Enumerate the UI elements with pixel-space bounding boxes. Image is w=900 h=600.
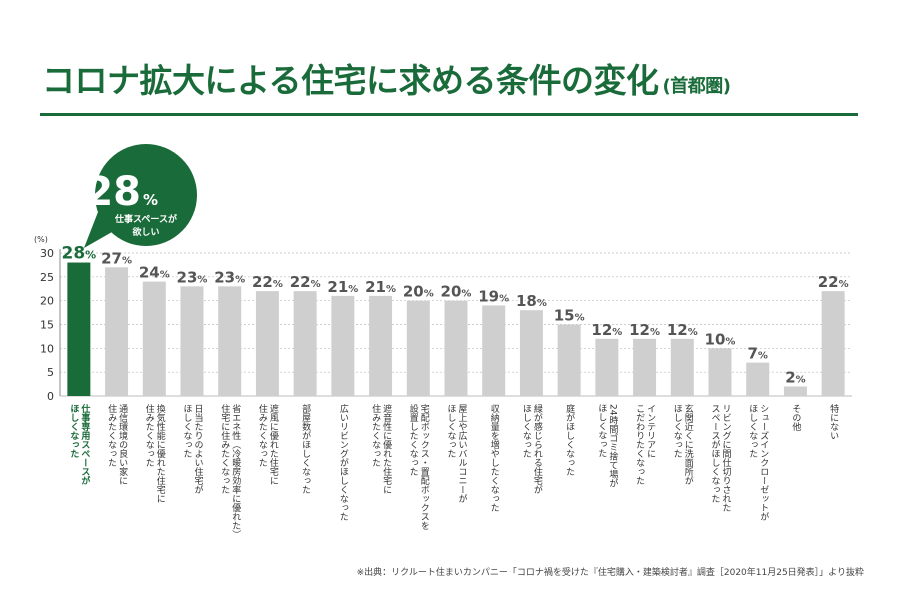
category-label: 広いリビングがほしくなった [338, 403, 349, 521]
bar [595, 338, 619, 396]
category-label: 屋上や広いバルコニーがほしくなった [446, 404, 468, 503]
bar [180, 286, 204, 396]
bar [293, 291, 317, 396]
chart-bars: 28% 27% 24% 23% 23% 22% 22% 21% 21% 20% 20% 19% 18% 1… [62, 244, 849, 396]
callout-unit: % [143, 191, 158, 209]
bar-value-label: 2% [785, 368, 805, 386]
y-tick-label: 0 [47, 390, 54, 403]
chart-subtitle: (首都圏) [662, 76, 731, 97]
category-label: インテリアにこだわりたくなった [634, 404, 656, 485]
bar-value-label: 19% [478, 287, 509, 305]
callout-label-line1: 仕事スペースが [114, 213, 178, 225]
category-label: リビングに間仕切りされたスペースがほしくなった [710, 404, 732, 512]
bar-value-label: 23% [214, 268, 245, 286]
category-label: 24時間ゴミ捨て場がほしくなった [596, 404, 618, 488]
bar-value-label: 10% [705, 330, 736, 348]
bar [821, 291, 845, 396]
bar-value-label: 7% [747, 345, 767, 363]
bar [482, 305, 506, 396]
bar-value-label: 20% [403, 283, 434, 301]
callout-bubble: 28 % 仕事スペースが 欲しい [84, 144, 197, 248]
bar [218, 286, 242, 396]
chart-title: コロナ拡大による住宅に求める条件の変化 (首都圏) [42, 54, 731, 102]
bar-value-label: 22% [252, 273, 283, 291]
category-label: シューズインクローゼットがほしくなった [747, 404, 769, 521]
category-label: 遮音性に優れた住宅に住みたくなった [370, 403, 392, 494]
bar [67, 262, 91, 396]
category-label: 通信環境の良い家に住みたくなった [106, 403, 128, 485]
callout-tail [84, 212, 112, 248]
category-label: 日当たりのよい住宅がほしくなった [182, 404, 204, 494]
bar [406, 300, 430, 396]
callout-label-line2: 欲しい [131, 226, 159, 238]
category-label: 特にない [828, 403, 839, 440]
category-label: 省エネ性（冷暖房効率に優れた）住宅に住みたくなった [219, 403, 241, 539]
bar-value-label: 12% [591, 321, 622, 339]
callout-circle [95, 144, 197, 246]
bar [519, 310, 543, 396]
bar-value-label: 21% [365, 278, 396, 296]
category-label: 部屋数がほしくなった [300, 403, 311, 494]
category-label: 遮風に優れた住宅に住みたくなった [257, 403, 279, 485]
category-label: 緑が感じられる住宅がほしくなった [521, 403, 543, 494]
y-tick-label: 5 [47, 366, 54, 379]
bar [444, 300, 468, 396]
bar-value-label: 27% [101, 249, 132, 267]
bar-value-label: 24% [139, 264, 170, 282]
category-label: 庭がほしくなった [564, 403, 575, 476]
bar-value-label: 15% [554, 307, 585, 325]
y-tick-label: 20 [40, 295, 54, 308]
bar [746, 362, 770, 396]
category-label: 宅配ボックス・置配ボックスを設置したくなった [408, 403, 430, 530]
bar [255, 291, 279, 396]
category-label: 収納量を増やしたくなった [489, 403, 500, 512]
category-label: 換気性能に優れた住宅に住みたくなった [144, 403, 166, 503]
category-label: 仕事専用スペースがほしくなった [68, 403, 91, 485]
bar [633, 338, 657, 396]
bar-value-label: 18% [516, 292, 547, 310]
bar-value-label: 21% [327, 278, 358, 296]
bar [783, 386, 807, 396]
bar [369, 295, 393, 396]
bar [708, 348, 732, 396]
bar [142, 281, 166, 396]
bar [331, 295, 355, 396]
bar-value-label: 22% [290, 273, 321, 291]
bar [670, 338, 694, 396]
bar-value-label: 12% [667, 321, 698, 339]
title-underline [40, 113, 858, 116]
bar-value-label: 12% [629, 321, 660, 339]
bar [105, 267, 129, 396]
bar-value-label: 20% [441, 283, 472, 301]
category-label: 玄関近くに洗面所がほしくなった [672, 403, 694, 485]
bar-value-label: 23% [177, 268, 208, 286]
y-tick-label: 15 [40, 319, 54, 332]
y-axis-unit-label: (%) [34, 235, 48, 244]
y-tick-label: 30 [40, 247, 54, 260]
callout-value: 28 [85, 169, 141, 215]
source-note: ※出典：リクルート住まいカンパニー「コロナ禍を受けた『住宅購入・建築検討者』調査… [356, 568, 864, 578]
y-tick-label: 10 [40, 342, 54, 355]
chart-title-text: コロナ拡大による住宅に求める条件の変化 [42, 61, 659, 100]
bar [557, 324, 581, 396]
bar-value-label: 28% [62, 244, 97, 264]
y-tick-label: 25 [40, 271, 54, 284]
category-label: その他 [790, 404, 801, 432]
chart-category-labels: 仕事専用スペースがほしくなった 通信環境の良い家に住みたくなった 換気性能に優れた住… [68, 403, 838, 539]
bar-value-label: 22% [818, 273, 849, 291]
